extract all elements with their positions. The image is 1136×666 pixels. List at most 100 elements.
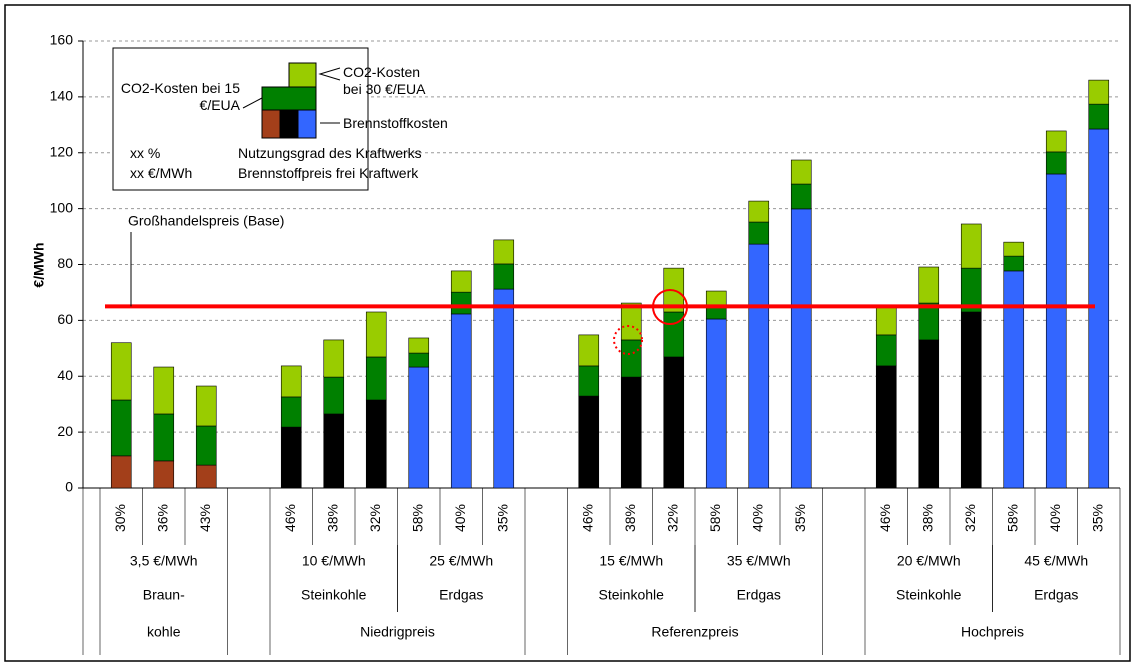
bar-segment (1003, 241, 1025, 257)
bar-segment (1003, 270, 1025, 489)
x-tick-label: 40% (749, 504, 765, 532)
y-tick-label: 100 (50, 199, 74, 215)
x-tick-label: 46% (579, 504, 595, 532)
legend-co2-30: CO2-Kosten bei 30 €/EUA (343, 64, 426, 97)
swatch-co2-30 (288, 62, 317, 88)
bar-segment (195, 464, 217, 489)
x-tick-label: 30% (112, 504, 128, 532)
x-tick-label: 32% (962, 504, 978, 532)
scenario-label: kohle (147, 624, 181, 640)
bar-segment (918, 339, 940, 489)
bar-segment (365, 311, 387, 358)
legend-fuel: Brennstoffkosten (343, 115, 448, 131)
bar-segment (408, 366, 430, 489)
bar-segment (790, 183, 812, 210)
bar-segment (153, 413, 175, 462)
fuel-label: Steinkohle (896, 587, 962, 603)
price-label: 10 €/MWh (302, 553, 366, 569)
bar-segment (280, 365, 302, 398)
x-tick-label: 36% (154, 504, 170, 532)
bar-segment (323, 413, 345, 489)
bar-segment (1045, 130, 1067, 153)
bar-segment (578, 395, 600, 489)
bar-segment (875, 334, 897, 367)
price-label: 45 €/MWh (1024, 553, 1088, 569)
bar-segment (153, 366, 175, 415)
bar-segment (960, 311, 982, 489)
y-tick-label: 120 (50, 143, 74, 159)
bar-segment (1088, 128, 1110, 489)
bar-segment (918, 302, 940, 341)
fuel-label: Steinkohle (301, 587, 367, 603)
bar-segment (323, 376, 345, 415)
swatch-co2-15 (261, 86, 317, 111)
x-tick-label: 38% (919, 504, 935, 532)
legend-note-text: Brennstoffpreis frei Kraftwerk (238, 165, 419, 181)
x-tick-label: 38% (324, 504, 340, 532)
bar-segment (280, 426, 302, 489)
legend-box (112, 47, 369, 191)
bar-segment (450, 291, 472, 315)
bar-segment (323, 339, 345, 378)
y-tick-label: 20 (57, 423, 73, 439)
y-tick-label: 160 (50, 32, 74, 48)
x-tick-label: 40% (452, 504, 468, 532)
fuel-label: Steinkohle (599, 587, 665, 603)
fuel-label: Erdgas (1034, 587, 1078, 603)
price-label: 15 €/MWh (599, 553, 663, 569)
bar-segment (110, 342, 132, 401)
x-tick-label: 58% (409, 504, 425, 532)
y-axis-title: €/MWh (31, 242, 47, 287)
x-tick-label: 46% (877, 504, 893, 532)
x-tick-label: 43% (197, 504, 213, 532)
bar-segment (195, 385, 217, 427)
fuel-label: Braun- (143, 587, 185, 603)
bar-segment (705, 290, 727, 307)
bar-segment (493, 239, 515, 265)
fuel-label: Erdgas (439, 587, 483, 603)
legend-note-symbol: xx €/MWh (130, 165, 193, 181)
bar-segment (620, 339, 642, 378)
bar-segment (1088, 79, 1110, 105)
swatch-gas (297, 109, 317, 139)
bar-segment (1045, 151, 1067, 175)
bar-segment (110, 455, 132, 489)
bar-segment (1045, 173, 1067, 489)
bar-segment (493, 288, 515, 489)
x-tick-label: 40% (1047, 504, 1063, 532)
x-tick-label: 35% (494, 504, 510, 532)
bar-segment (790, 159, 812, 185)
legend-note-symbol: xx % (130, 145, 161, 161)
legend-pointer (242, 97, 263, 109)
legend-pointer (318, 67, 341, 81)
scenario-label: Niedrigpreis (360, 624, 435, 640)
bar-segment (365, 399, 387, 489)
bar-segment (790, 208, 812, 489)
bar-segment (578, 365, 600, 397)
bar-segment (875, 365, 897, 489)
price-label: 25 €/MWh (429, 553, 493, 569)
legend-swatches (242, 62, 341, 139)
bar-segment (1003, 255, 1025, 272)
legend-co2-15: CO2-Kosten bei 15 €/EUA (120, 80, 240, 113)
bar-segment (875, 304, 897, 336)
x-tick-label: 35% (1089, 504, 1105, 532)
price-label: 3,5 €/MWh (130, 553, 198, 569)
reference-label: Großhandelspreis (Base) (128, 213, 284, 229)
x-tick-label: 46% (282, 504, 298, 532)
bar-segment (195, 425, 217, 466)
bar-segment (1088, 103, 1110, 130)
y-tick-label: 40 (57, 367, 73, 383)
fuel-label: Erdgas (737, 587, 781, 603)
swatch-lignite (261, 109, 281, 139)
x-tick-label: 35% (792, 504, 808, 532)
bar-segment (705, 318, 727, 489)
bar-segment (918, 266, 940, 304)
y-tick-label: 80 (57, 255, 73, 271)
bar-segment (663, 356, 685, 489)
legend-note-text: Nutzungsgrad des Kraftwerks (238, 145, 422, 161)
x-tick-label: 38% (622, 504, 638, 532)
bar-segment (578, 334, 600, 367)
